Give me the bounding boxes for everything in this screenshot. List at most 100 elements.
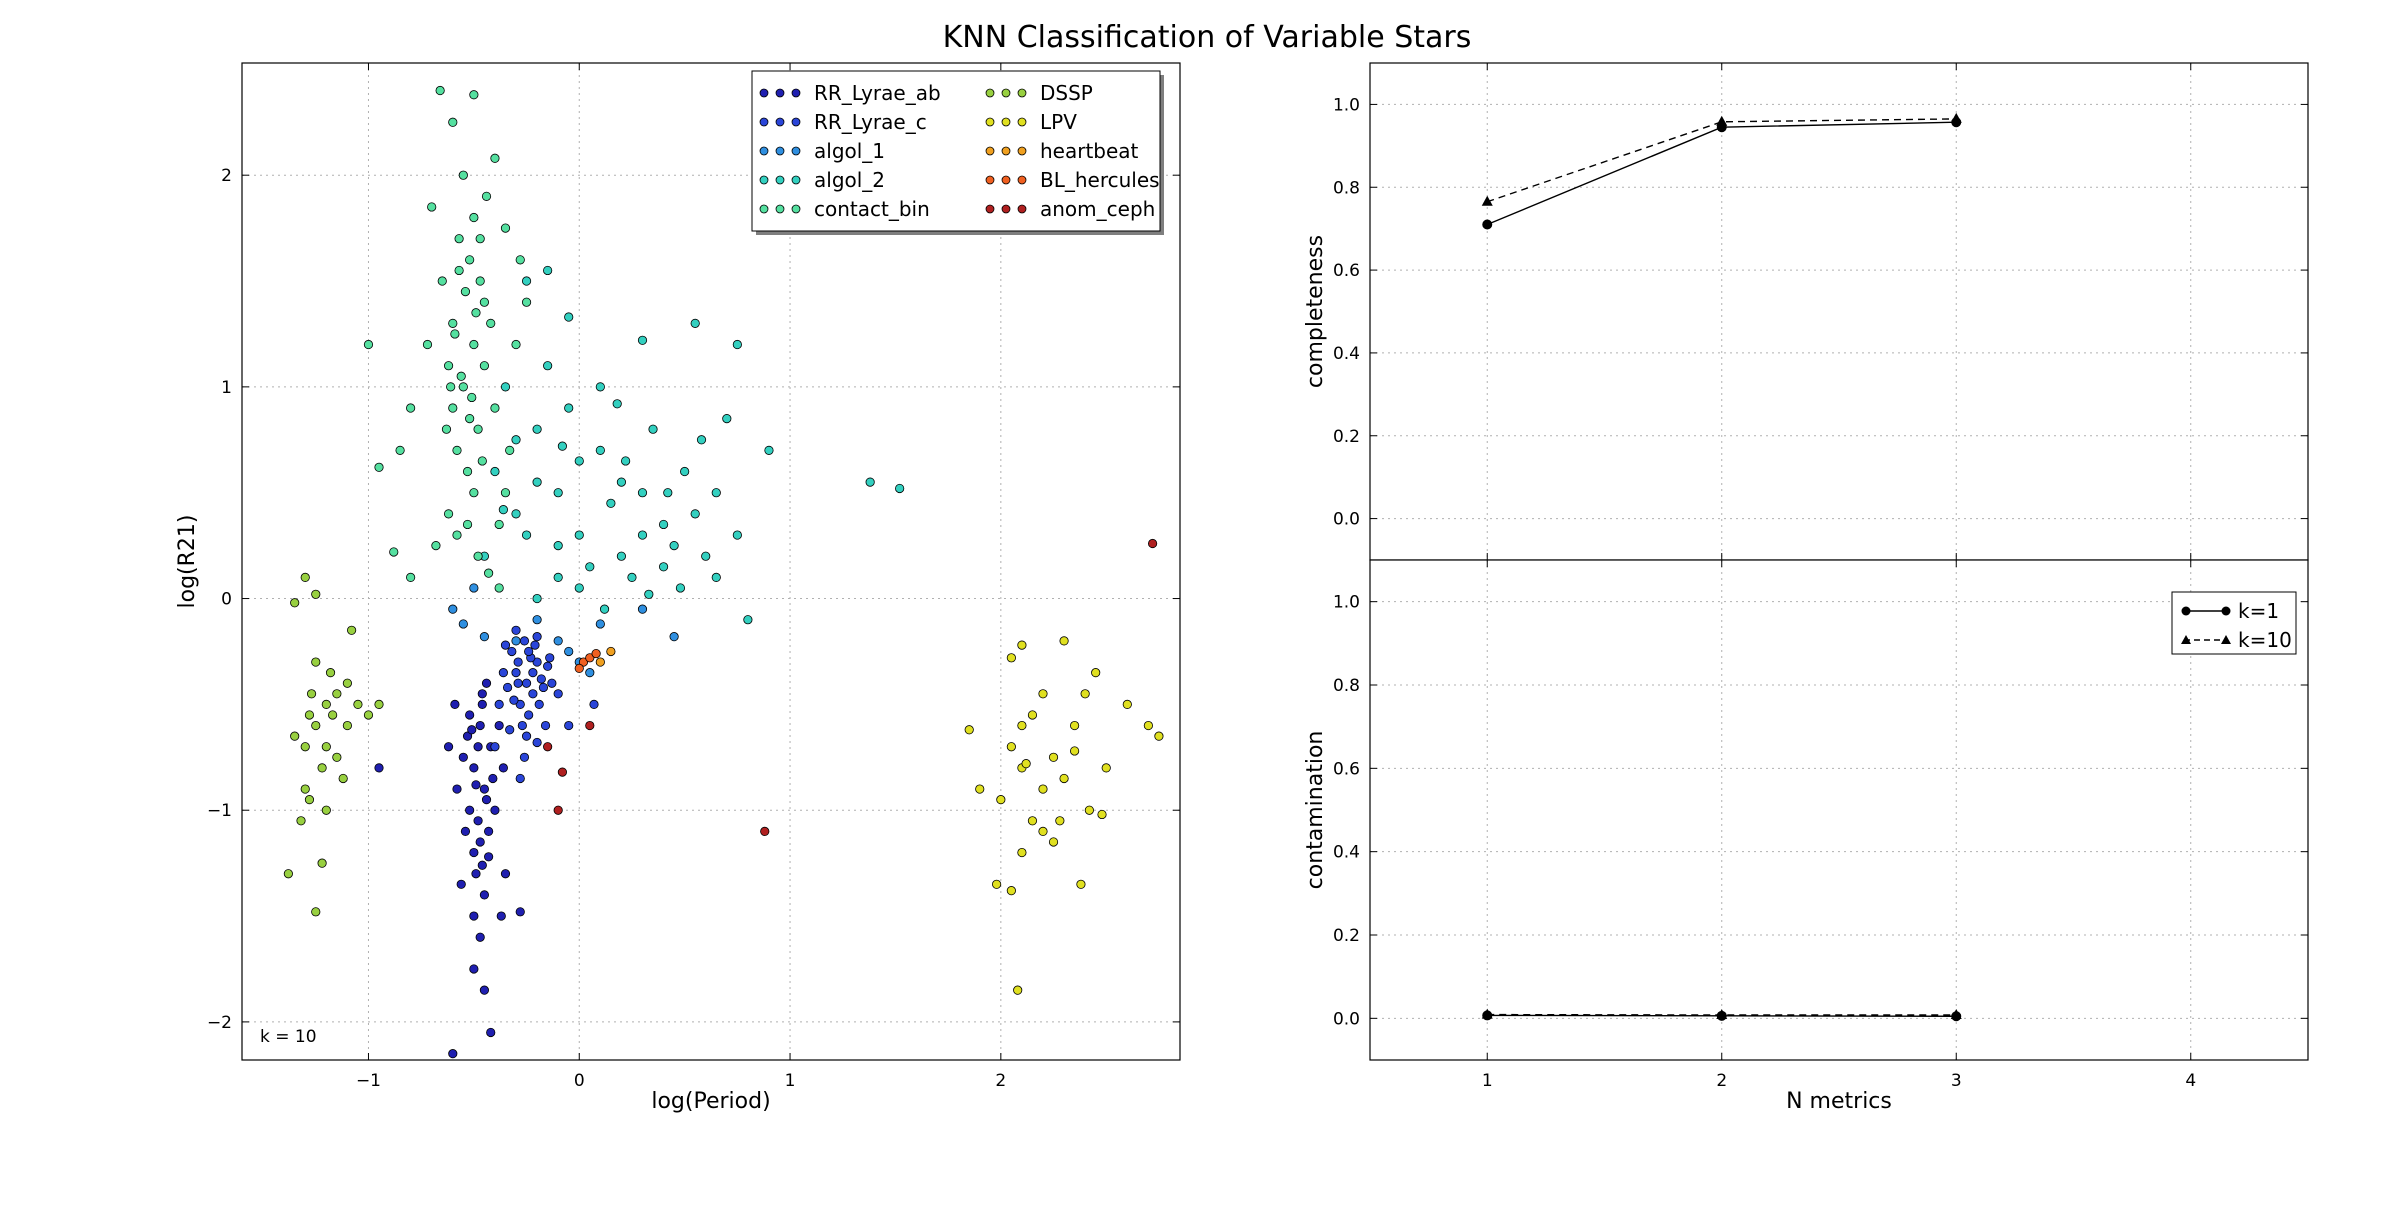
scatter-point [498,668,508,678]
legend-marker [2181,635,2191,644]
scatter-point [477,860,487,870]
scatter-point [465,414,475,424]
scatter-point [452,784,462,794]
scatter-point [469,964,479,974]
scatter-point [557,441,567,451]
scatter-point [532,593,542,604]
scatter-point [505,445,515,455]
scatter-point [325,668,336,678]
scatter-point [732,530,742,540]
scatter-point [304,795,315,805]
scatter-point [530,640,540,650]
scatter-point [760,826,770,836]
scatter-point [1059,636,1069,646]
scatter-point [300,784,310,794]
scatter-point [481,191,492,201]
scatter-point [534,699,544,709]
scatter-point [311,907,321,917]
scatter-x-tick-label: 0 [574,1071,585,1091]
scatter-point [521,276,532,286]
scatter-point [621,456,631,466]
scatter-point [456,879,466,889]
scatter-point [528,689,538,699]
scatter-point [481,795,492,805]
scatter-point [484,568,494,578]
scatter-point [701,551,711,561]
scatter-point [496,911,506,921]
scatter-point [448,117,458,127]
scatter-point [494,720,504,731]
scatter-point [475,837,485,847]
series-anom-ceph [543,538,1158,836]
legend-marker [759,204,769,214]
scatter-point [690,318,700,328]
legend-entry: LPV [1040,110,1077,134]
scatter-point [696,435,707,445]
scatter-point [553,572,563,582]
scatter-point [435,85,445,96]
legend-marker [1001,88,1011,98]
legend-marker [759,117,769,127]
contamination-y-axis-label: contamination [1303,731,1328,890]
contamination-y-tick-label: 1.0 [1333,593,1360,613]
scatter-point [637,530,648,540]
scatter-point [521,530,532,540]
scatter-point [467,392,477,403]
legend-marker [1001,117,1011,127]
series-lpv [964,636,1164,995]
scatter-point [895,483,905,494]
scatter-point [543,265,553,276]
scatter-point [637,488,648,498]
scatter-point [543,361,553,371]
legend-entry: anom_ceph [1040,197,1155,221]
legend-entry: BL_hercules [1040,168,1160,192]
scatter-point [465,710,475,720]
legend-marker [791,204,801,214]
scatter-point [454,265,464,276]
scatter-point [711,572,721,582]
scatter-point [532,657,542,667]
scatter-point [479,361,490,371]
scatter-point [599,604,610,614]
scatter-point [475,276,485,286]
contamination-panel: 1 2 3 4 0.0 0.2 0.4 0.6 0.8 1.0 N metrics contamina… [1303,559,2309,1114]
scatter-point [669,632,679,642]
scatter-point [454,234,464,244]
k-annotation: k = 10 [260,1027,317,1047]
scatter-point [511,625,521,635]
scatter-point [475,932,485,942]
scatter-point [446,382,456,392]
scatter-point [441,424,452,434]
scatter-point [306,689,317,699]
scatter-point [448,403,458,413]
scatter-point [448,1049,458,1059]
scatter-point [511,509,521,519]
scatter-point [524,710,534,720]
scatter-point [347,625,357,635]
scatter-point [477,456,487,466]
scatter-point [595,657,605,667]
contamination-marker-k10 [1950,1009,1962,1019]
scatter-point [471,780,481,790]
scatter-point [469,488,479,498]
series-rr-lyrae-c [490,625,599,784]
legend-marker [791,175,801,185]
scatter-point [732,339,742,350]
scatter-point [448,604,458,614]
scatter-point [317,763,327,773]
scatter-legend: RR_Lyrae_ab RR_Lyrae_c algol_1 algol_2conta… [751,70,1164,235]
legend-marker [1017,204,1027,214]
scatter-point [557,767,567,777]
scatter-point [290,598,300,608]
contamination-x-tick-label: 1 [1482,1071,1493,1091]
scatter-point [543,742,553,752]
scatter-point [1038,784,1048,794]
scatter-point [477,689,487,699]
legend-marker [1001,204,1011,214]
contamination-y-tick-label: 0.8 [1333,676,1360,696]
scatter-point [521,678,532,688]
scatter-point [494,699,504,709]
scatter-y-tick-label: −1 [207,801,232,821]
series-rr-lyrae-ab [374,678,525,1059]
